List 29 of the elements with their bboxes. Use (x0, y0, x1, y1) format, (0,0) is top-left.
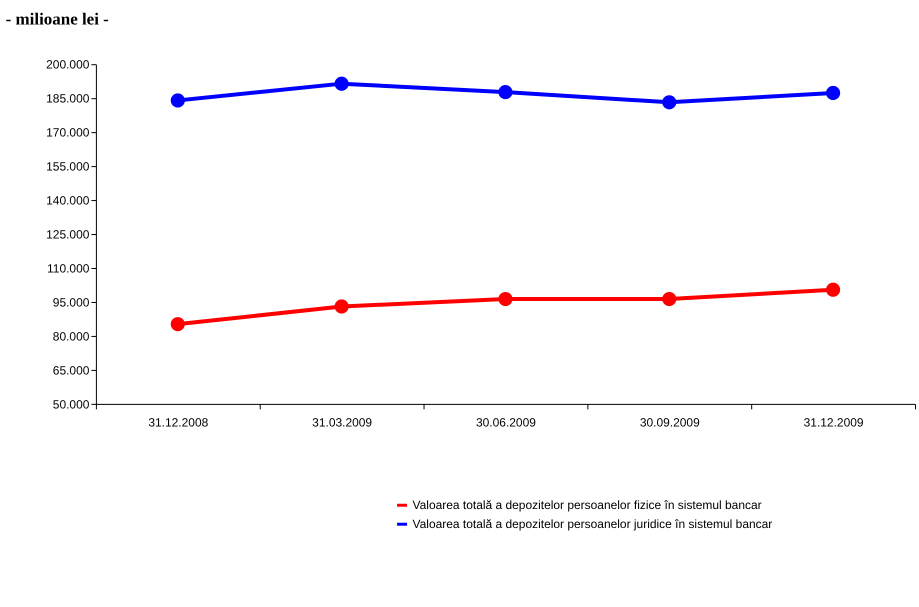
y-tick-label: 50.000 (52, 397, 90, 412)
point (170, 93, 185, 108)
x-tick-label: 31.03.2009 (312, 415, 372, 430)
point (498, 85, 513, 100)
y-tick-label: 170.000 (46, 126, 90, 140)
point (170, 317, 185, 332)
point (498, 292, 513, 306)
x-tick-label: 30.09.2009 (640, 415, 700, 430)
point (334, 76, 349, 91)
y-tick-label: 110.000 (47, 261, 90, 276)
y-tick-label: 200.000 (46, 58, 90, 72)
y-tick-label: 95.000 (52, 295, 90, 310)
point (334, 299, 349, 314)
point (662, 95, 676, 110)
x-tick-label: 30.06.2009 (476, 415, 536, 430)
chart-title: - milioane lei - (6, 9, 110, 28)
legend-label: Valoarea totală a depozitelor persoanelor juridice în sistemul bancar (412, 517, 772, 532)
x-tick-label: 31.12.2009 (804, 415, 864, 430)
x-tick-label: 31.12.2008 (148, 415, 209, 430)
point (662, 292, 676, 306)
legend-label: Valoarea totală a depozitelor persoanelor fizice în sistemul bancar (412, 498, 762, 512)
y-tick-label: 155.000 (46, 160, 90, 174)
point (826, 86, 840, 100)
y-tick-label: 80.000 (52, 329, 90, 344)
point (826, 282, 840, 297)
y-tick-label: 125.000 (46, 228, 90, 242)
y-tick-label: 185.000 (46, 92, 90, 106)
y-tick-label: 65.000 (52, 363, 90, 378)
y-tick-label: 140.000 (46, 194, 90, 208)
